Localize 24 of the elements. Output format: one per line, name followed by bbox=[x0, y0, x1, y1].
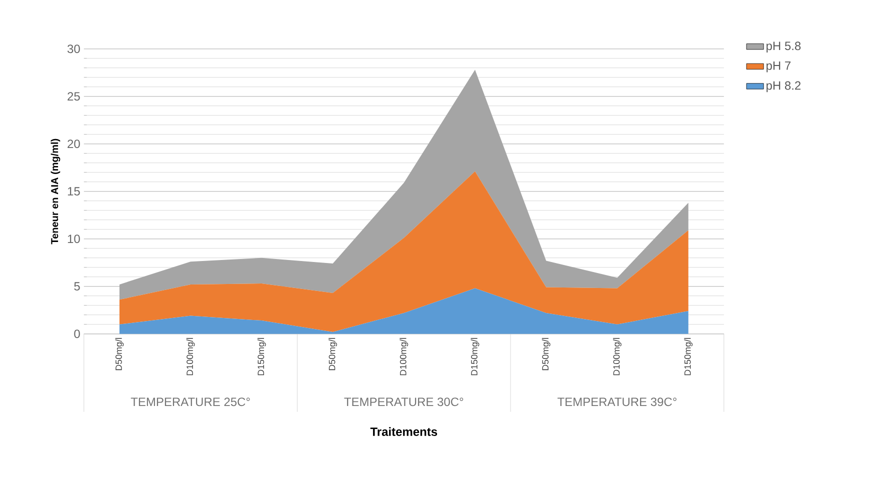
x-tick-label: D100mg/l bbox=[400, 338, 408, 376]
y-tick-label: 0 bbox=[74, 330, 80, 338]
y-tick-label: 25 bbox=[68, 92, 80, 101]
x-tick-label: D50mg/l bbox=[328, 338, 337, 370]
y-tick-label: 30 bbox=[67, 44, 80, 54]
y-axis-title: Teneur en AIA (mg/ml) bbox=[50, 138, 60, 244]
legend-label: pH 7 bbox=[766, 62, 791, 72]
legend-label: pH 8.2 bbox=[766, 81, 801, 92]
x-tick-label: D100mg/l bbox=[613, 338, 622, 376]
y-tick-label: 20 bbox=[68, 140, 80, 148]
x-tick-label: D50mg/l bbox=[115, 338, 124, 370]
x-tick-label: D150mg/l bbox=[684, 338, 693, 376]
x-tick-label: D100mg/l bbox=[186, 338, 195, 376]
legend-label: pH 5.8 bbox=[766, 42, 801, 53]
y-tick-label: 5 bbox=[74, 282, 80, 291]
y-tick-label: 15 bbox=[68, 187, 80, 196]
x-tick-label: D50mg/l bbox=[542, 338, 550, 370]
x-axis-title: Traitements bbox=[370, 427, 438, 436]
text: TEMPERATURE 25C° bbox=[130, 398, 250, 406]
x-tick-label: D150mg/l bbox=[257, 338, 266, 376]
x-tick-label: D150mg/l bbox=[470, 338, 480, 376]
text: TEMPERATURE 30C° bbox=[344, 398, 464, 406]
text: TEMPERATURE 39C° bbox=[558, 398, 676, 406]
y-tick-label: 10 bbox=[68, 234, 80, 244]
